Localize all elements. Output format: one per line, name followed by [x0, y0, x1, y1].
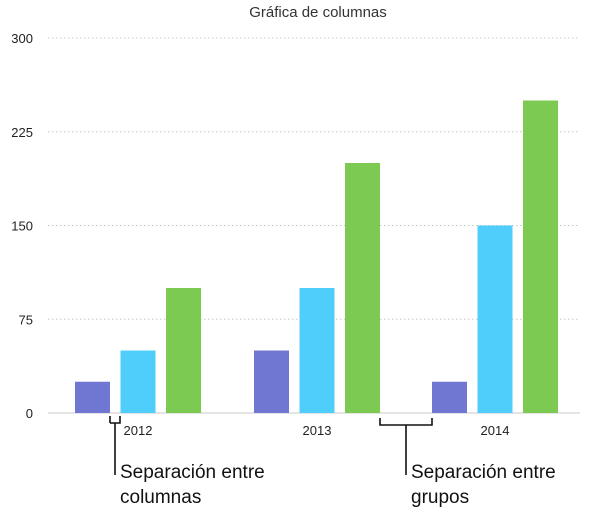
- y-tick-label: 225: [11, 125, 33, 140]
- bar-2013-series-3: [345, 163, 380, 413]
- category-label-2014: 2014: [481, 423, 510, 438]
- column-gap-bracket: [109, 416, 121, 475]
- x-axis-category-labels: 2012 2013 2014: [124, 423, 510, 438]
- column-gap-annotation-line-2: columnas: [120, 487, 201, 508]
- bar-2014-series-1: [432, 381, 467, 413]
- bar-2013-series-2: [299, 288, 335, 413]
- y-tick-label: 300: [11, 31, 33, 46]
- bar-2014-series-2: [477, 225, 513, 413]
- y-tick-label: 0: [26, 406, 33, 421]
- bar-2012-series-3: [166, 288, 201, 413]
- chart-title: Gráfica de columnas: [249, 4, 387, 21]
- bar-2012-series-2: [120, 350, 156, 413]
- y-tick-label: 75: [19, 312, 33, 327]
- bars: [75, 100, 558, 413]
- bar-2012-series-1: [75, 381, 110, 413]
- column-gap-annotation: Separación entre columnas: [109, 416, 265, 508]
- column-gap-annotation-line-1: Separación entre: [120, 462, 265, 483]
- y-tick-label: 150: [11, 219, 33, 234]
- group-gap-bracket: [379, 418, 433, 475]
- group-gap-annotation-line-2: grupos: [411, 487, 469, 508]
- bar-2013-series-1: [254, 350, 289, 413]
- group-gap-annotation: Separación entre grupos: [379, 418, 556, 508]
- group-gap-annotation-line-1: Separación entre: [411, 462, 556, 483]
- y-axis-tick-labels: 0 75 150 225 300: [11, 31, 33, 421]
- bar-2014-series-3: [523, 100, 558, 413]
- category-label-2012: 2012: [124, 423, 153, 438]
- category-label-2013: 2013: [303, 423, 332, 438]
